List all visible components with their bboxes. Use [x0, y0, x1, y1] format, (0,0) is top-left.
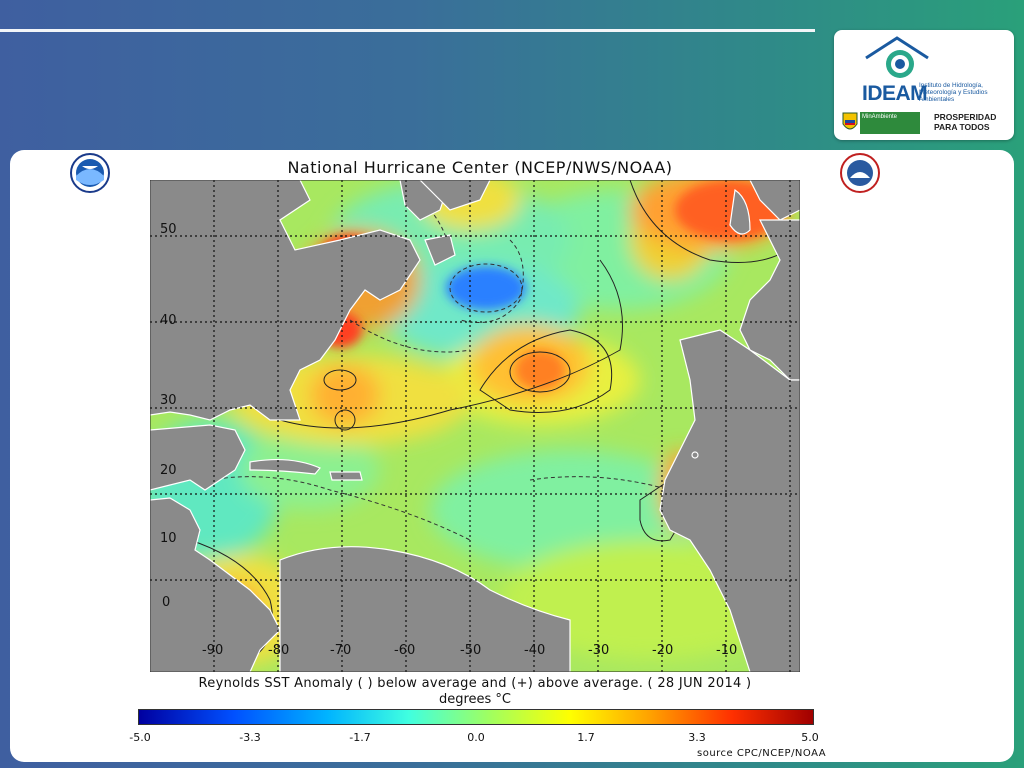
- lat-tick-label: 50: [160, 222, 177, 237]
- lon-tick-label: -10: [716, 643, 738, 658]
- colorbar: [138, 709, 814, 725]
- cold-anomaly: [446, 266, 526, 310]
- header-divider-line: [0, 29, 815, 32]
- colombia-shield-icon: [842, 112, 858, 130]
- lon-tick-label: -90: [202, 643, 224, 658]
- lon-tick-label: -50: [460, 643, 482, 658]
- source-credit: source CPC/NCEP/NOAA: [697, 748, 827, 759]
- ideam-spiral-icon: [865, 36, 929, 78]
- lat-tick-label: 10: [160, 531, 177, 546]
- ideam-logo-panel: IDEAM Instituto de Hidrología, Meteorolo…: [834, 30, 1014, 140]
- lat-tick-label: 0: [162, 595, 171, 610]
- nws-logo-icon: [840, 153, 880, 193]
- lon-tick-label: -70: [330, 643, 352, 658]
- colorbar-label: 5.0: [801, 731, 819, 744]
- lon-tick-label: -20: [652, 643, 674, 658]
- colorbar-label: 3.3: [688, 731, 706, 744]
- lon-tick-label: -40: [524, 643, 546, 658]
- warm-anomaly-center: [515, 350, 565, 390]
- colorbar-label: -5.0: [129, 731, 151, 744]
- prosperidad-slogan: PROSPERIDAD PARA TODOS: [934, 112, 997, 132]
- lon-tick-label: -60: [394, 643, 416, 658]
- map-title: National Hurricane Center (NCEP/NWS/NOAA…: [287, 158, 673, 177]
- ideam-name: IDEAM: [862, 82, 928, 105]
- noaa-logo-icon: [70, 153, 110, 193]
- colorbar-label: 1.7: [577, 731, 595, 744]
- sst-anomaly-map: [150, 180, 800, 672]
- map-caption: Reynolds SST Anomaly ( ) below average a…: [198, 676, 752, 691]
- lat-tick-label: 30: [160, 393, 177, 408]
- ideam-description: Instituto de Hidrología, Meteorología y …: [919, 82, 988, 103]
- lat-tick-label: 20: [160, 463, 177, 478]
- colorbar-label: -1.7: [349, 731, 371, 744]
- lat-tick-label: 40: [160, 313, 177, 328]
- minambiente-badge: MinAmbiente: [860, 112, 920, 134]
- colorbar-label: -3.3: [239, 731, 261, 744]
- lon-tick-label: -30: [588, 643, 610, 658]
- colorbar-units: degrees °C: [438, 692, 512, 707]
- colorbar-label: 0.0: [467, 731, 485, 744]
- lon-tick-label: -80: [268, 643, 290, 658]
